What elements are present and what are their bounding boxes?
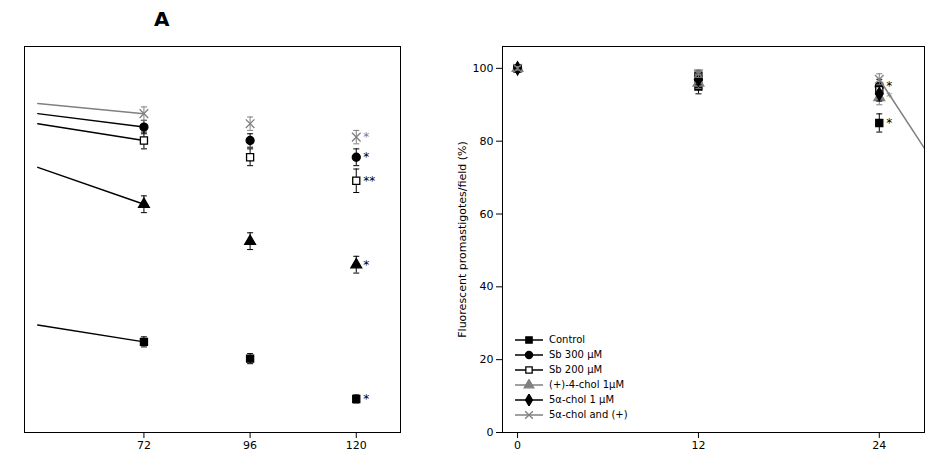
svg-text:72: 72	[137, 439, 151, 452]
html-text:5α-chol and (+): 5α-chol and (+)	[549, 409, 628, 420]
svg-text:40: 40	[480, 280, 494, 293]
svg-text:*: *	[363, 150, 369, 164]
svg-text:0: 0	[514, 439, 521, 452]
html-text:Sb 300 μM: Sb 300 μM	[549, 349, 603, 360]
svg-text:*: *	[886, 116, 892, 130]
svg-text:24: 24	[872, 439, 886, 452]
svg-text:*: *	[363, 258, 369, 272]
svg-text:120: 120	[346, 439, 367, 452]
html-text:A: A	[154, 7, 170, 31]
html-text:Sb 200 μM: Sb 200 μM	[549, 364, 603, 375]
html-text:Control: Control	[549, 334, 586, 345]
svg-text:20: 20	[480, 353, 494, 366]
svg-text:12: 12	[691, 439, 705, 452]
svg-text:96: 96	[243, 439, 257, 452]
html-text:5α-chol 1 μM: 5α-chol 1 μM	[549, 394, 614, 405]
svg-text:**: **	[363, 174, 375, 188]
svg-text:Fluorescent promastigotes/fiel: Fluorescent promastigotes/field (%)	[456, 141, 469, 338]
svg-text:80: 80	[480, 135, 494, 148]
html-text:(+)-4-chol 1μM: (+)-4-chol 1μM	[549, 379, 624, 390]
svg-text:0: 0	[487, 426, 494, 439]
svg-text:100: 100	[473, 62, 494, 75]
svg-text:*: *	[363, 392, 369, 406]
svg-text:60: 60	[480, 208, 494, 221]
svg-text:*: *	[363, 130, 369, 144]
